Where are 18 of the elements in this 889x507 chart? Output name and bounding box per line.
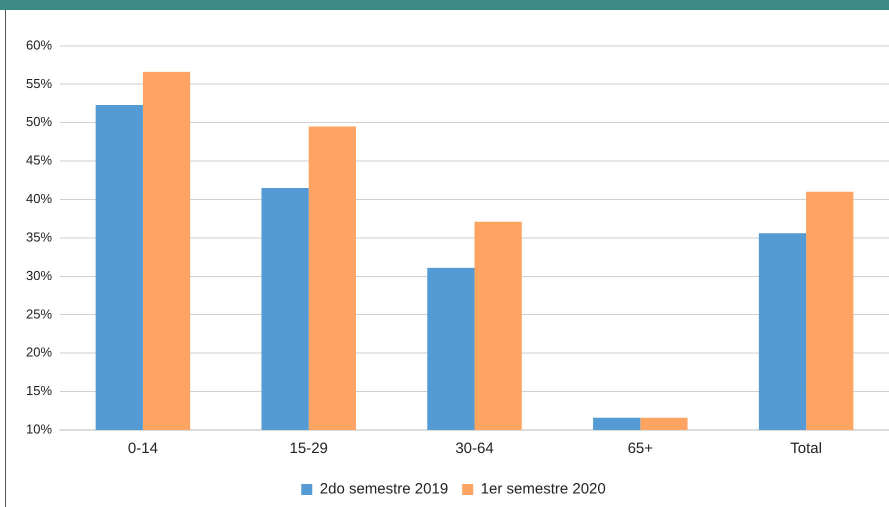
y-tick-label: 10% xyxy=(26,422,52,437)
x-tick-label: Total xyxy=(790,440,822,458)
y-tick-label: 20% xyxy=(26,344,52,360)
y-tick-label: 40% xyxy=(26,191,52,206)
x-tick-label: 15-29 xyxy=(290,440,328,458)
x-tick-label: 0-14 xyxy=(128,440,158,458)
legend-label: 1er semestre 2020 xyxy=(480,480,606,498)
y-tick-label: 55% xyxy=(26,76,52,91)
y-tick-label: 60% xyxy=(26,37,52,52)
y-tick-label: 45% xyxy=(26,152,52,168)
y-tick-label: 25% xyxy=(26,306,52,322)
x-tick-label: 30-64 xyxy=(455,440,494,458)
legend-label: 2do semestre 2019 xyxy=(320,480,448,498)
y-tick-label: 50% xyxy=(26,114,52,130)
y-tick-label: 35% xyxy=(26,229,52,244)
y-tick-label: 30% xyxy=(26,268,52,283)
y-tick-label: 15% xyxy=(26,383,52,398)
x-tick-label: 65+ xyxy=(628,440,654,458)
